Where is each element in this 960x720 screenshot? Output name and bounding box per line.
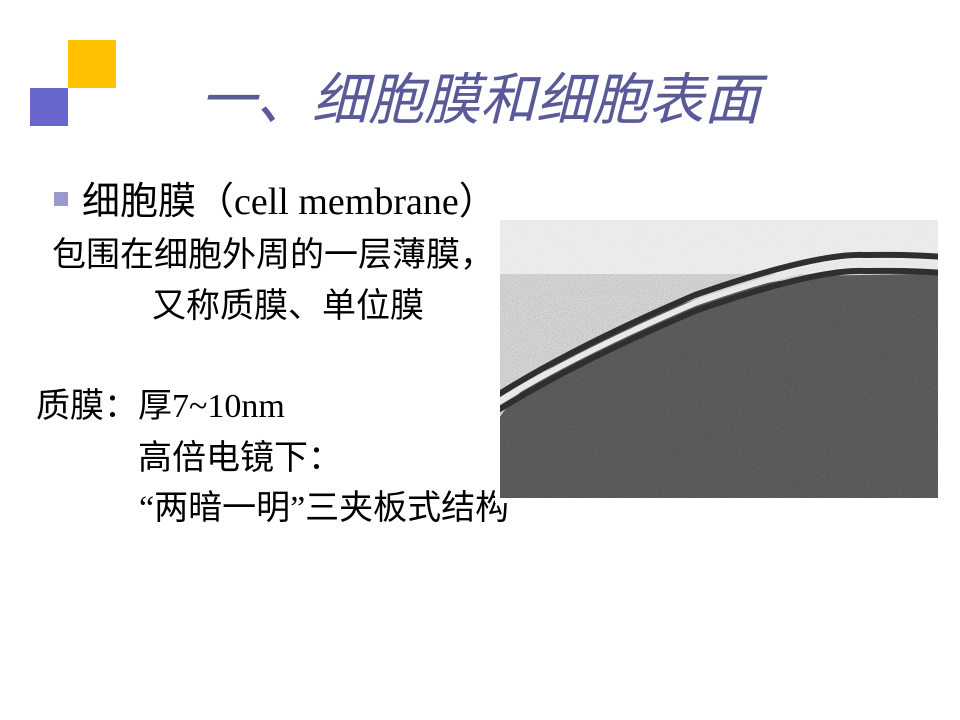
body-line-5: “两暗一明”三夹板式结构 bbox=[139, 480, 509, 529]
body-line-2: 又称质膜、单位膜 bbox=[152, 278, 424, 327]
electron-micrograph-image bbox=[495, 215, 943, 503]
membrane-svg bbox=[495, 215, 943, 503]
decoration-square-bottom bbox=[30, 88, 68, 126]
slide-title: 一、细胞膜和细胞表面 bbox=[100, 55, 860, 136]
body-line-1: 包围在细胞外周的一层薄膜， bbox=[52, 227, 494, 276]
body-line-4: 高倍电镜下： bbox=[138, 430, 342, 479]
bullet-icon bbox=[54, 192, 68, 206]
slide: 一、细胞膜和细胞表面 细胞膜（cell membrane） 包围在细胞外周的一层… bbox=[0, 0, 960, 720]
bullet-text: 细胞膜（cell membrane） bbox=[82, 170, 497, 225]
body-line-3: 质膜：厚7~10nm bbox=[36, 378, 285, 427]
